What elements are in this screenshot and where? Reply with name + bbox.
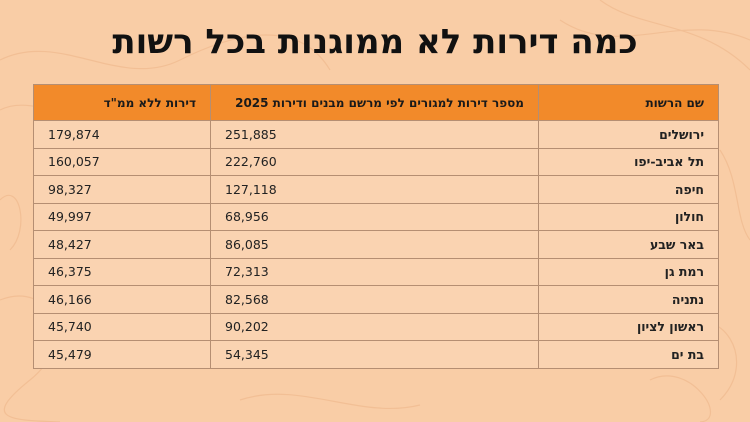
cell-no-safe-room: 46,166 <box>33 285 211 314</box>
table-row: נתניה 82,568 46,166 <box>33 285 719 314</box>
table-row: רמת גן 72,313 46,375 <box>33 257 719 286</box>
cell-authority-name: תל אביב-יפו <box>538 147 719 176</box>
cell-no-safe-room: 179,874 <box>33 120 211 149</box>
table-row: ראשון לציון 90,202 45,740 <box>33 312 719 341</box>
cell-authority-name: חיפה <box>538 175 719 204</box>
cell-authority-name: בת ים <box>538 340 719 369</box>
column-header-apartments: מספר דירות למגורים לפי מרשם מבנים ודירות… <box>210 84 539 121</box>
cell-no-safe-room: 46,375 <box>33 257 211 286</box>
table-row: ירושלים 251,885 179,874 <box>33 120 719 149</box>
table-row: חיפה 127,118 98,327 <box>33 175 719 204</box>
apartments-table: שם הרשות מספר דירות למגורים לפי מרשם מבנ… <box>33 84 719 369</box>
cell-authority-name: ראשון לציון <box>538 312 719 341</box>
cell-apartments: 54,345 <box>210 340 539 369</box>
cell-no-safe-room: 98,327 <box>33 175 211 204</box>
cell-authority-name: באר שבע <box>538 230 719 259</box>
cell-apartments: 222,760 <box>210 147 539 176</box>
cell-authority-name: רמת גן <box>538 257 719 286</box>
cell-no-safe-room: 49,997 <box>33 202 211 231</box>
table-row: תל אביב-יפו 222,760 160,057 <box>33 147 719 176</box>
table-row: באר שבע 86,085 48,427 <box>33 230 719 259</box>
column-header-no-safe-room: דירות ללא ממ"ד <box>33 84 211 121</box>
cell-apartments: 90,202 <box>210 312 539 341</box>
cell-apartments: 82,568 <box>210 285 539 314</box>
column-header-authority: שם הרשות <box>538 84 719 121</box>
cell-authority-name: חולון <box>538 202 719 231</box>
cell-no-safe-room: 45,740 <box>33 312 211 341</box>
cell-apartments: 72,313 <box>210 257 539 286</box>
cell-apartments: 86,085 <box>210 230 539 259</box>
page-title: כמה דירות לא ממוגנות בכל רשות <box>112 22 638 62</box>
cell-authority-name: ירושלים <box>538 120 719 149</box>
table-header-row: שם הרשות מספר דירות למגורים לפי מרשם מבנ… <box>33 84 719 121</box>
cell-authority-name: נתניה <box>538 285 719 314</box>
cell-apartments: 127,118 <box>210 175 539 204</box>
cell-apartments: 68,956 <box>210 202 539 231</box>
cell-no-safe-room: 45,479 <box>33 340 211 369</box>
table-row: בת ים 54,345 45,479 <box>33 340 719 369</box>
cell-apartments: 251,885 <box>210 120 539 149</box>
table-row: חולון 68,956 49,997 <box>33 202 719 231</box>
cell-no-safe-room: 48,427 <box>33 230 211 259</box>
cell-no-safe-room: 160,057 <box>33 147 211 176</box>
